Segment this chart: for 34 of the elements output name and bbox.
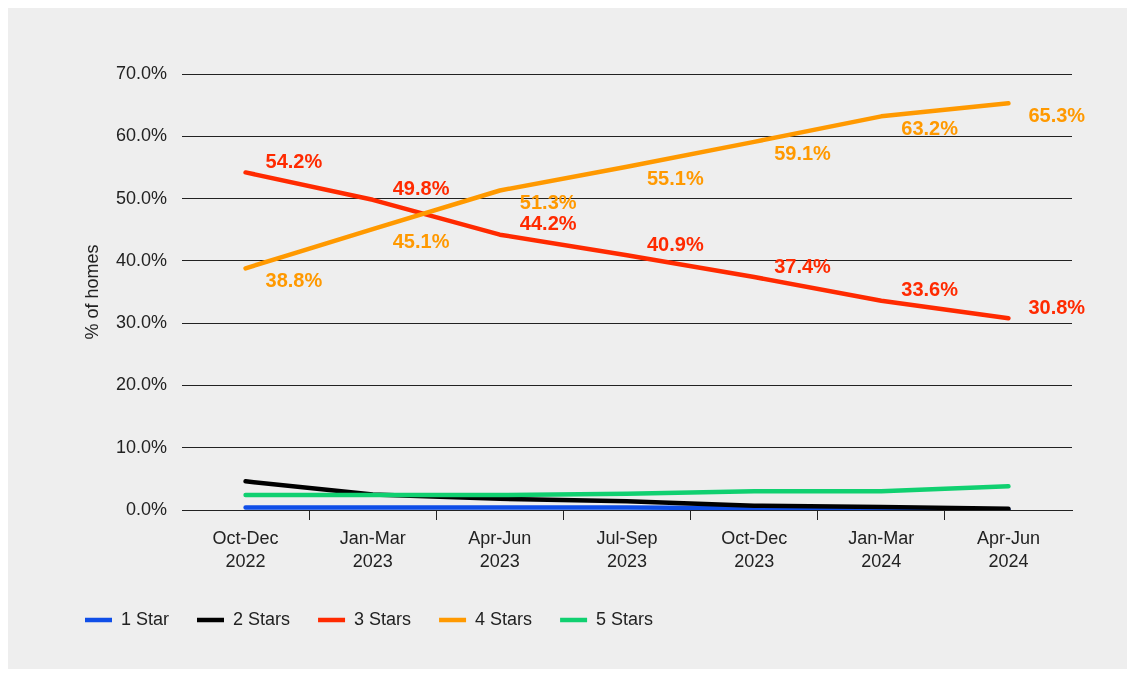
legend-label: 3 Stars [354, 608, 412, 629]
data-label: 54.2% [265, 149, 323, 172]
data-label: 55.1% [647, 167, 704, 190]
y-tick-label: 40.0% [115, 249, 167, 270]
legend-label: 4 Stars [475, 608, 533, 629]
x-tick-label: Apr-Jun 2024 [976, 528, 1040, 571]
data-label: 44.2% [519, 212, 577, 235]
data-label: 40.9% [647, 232, 704, 255]
data-label: 59.1% [774, 142, 832, 165]
y-tick-label: 0.0% [125, 498, 167, 519]
data-label: 63.2% [901, 116, 959, 139]
x-tick-label: Jul-Sep 2023 [596, 528, 658, 571]
data-label: 49.8% [392, 177, 450, 200]
x-tick-label: Jan-Mar 2023 [339, 528, 406, 571]
x-tick-label: Oct-Dec 2023 [721, 528, 788, 571]
data-label: 37.4% [774, 254, 832, 277]
y-tick-label: 50.0% [115, 187, 167, 208]
x-tick-label: Apr-Jun 2023 [468, 528, 532, 571]
legend-label: 5 Stars [596, 608, 654, 629]
x-tick-label: Oct-Dec 2022 [212, 528, 279, 571]
y-axis-title: % of homes [81, 244, 102, 340]
data-label: 33.6% [901, 278, 959, 301]
y-tick-label: 20.0% [115, 374, 167, 395]
data-label: 45.1% [392, 229, 450, 252]
data-label: 30.8% [1028, 295, 1086, 318]
x-tick-label: Jan-Mar 2024 [848, 528, 915, 571]
data-label: 65.3% [1028, 103, 1086, 126]
y-tick-label: 30.0% [115, 312, 167, 333]
data-label: 38.8% [265, 268, 323, 291]
y-tick-label: 10.0% [115, 436, 167, 457]
legend-label: 2 Stars [233, 608, 291, 629]
y-tick-label: 60.0% [115, 125, 167, 146]
y-tick-label: 70.0% [115, 62, 167, 83]
legend-label: 1 Star [121, 608, 170, 629]
